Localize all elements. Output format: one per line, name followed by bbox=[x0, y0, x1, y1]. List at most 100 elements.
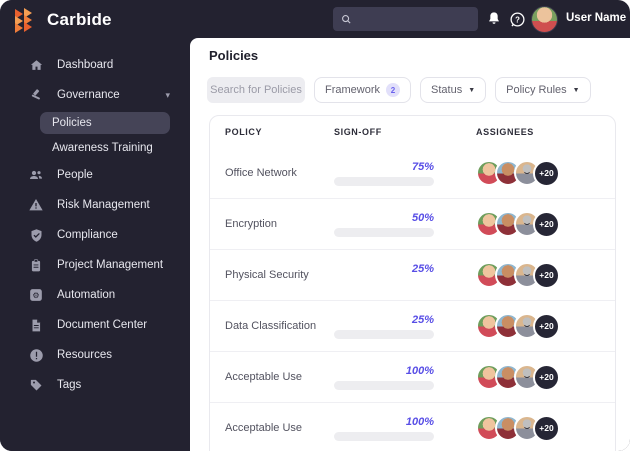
sidebar-item-label: Resources bbox=[57, 349, 112, 361]
table-row[interactable]: Acceptable Use 100% +20 bbox=[210, 351, 615, 402]
caret-down-icon: ▼ bbox=[572, 86, 580, 94]
sidebar-item-label: Automation bbox=[57, 289, 116, 301]
user-name: User Name bbox=[566, 12, 627, 24]
document-icon bbox=[28, 317, 44, 333]
table-row[interactable]: Office Network 75% +20 bbox=[210, 148, 615, 198]
carbide-logo-icon bbox=[15, 8, 39, 33]
signoff-percent: 25% bbox=[411, 262, 434, 275]
clipboard-icon bbox=[28, 257, 44, 273]
sidebar-item-people[interactable]: People bbox=[0, 160, 190, 190]
svg-text:⚙: ⚙ bbox=[32, 291, 39, 300]
table-header: POLICY SIGN-OFF ASSIGNEES bbox=[210, 116, 615, 148]
gavel-icon bbox=[28, 87, 44, 103]
home-icon bbox=[28, 57, 44, 73]
column-header-assignees: ASSIGNEES bbox=[476, 127, 534, 137]
sidebar-item-label: Governance bbox=[57, 89, 120, 101]
policy-name: Office Network bbox=[225, 167, 297, 179]
sidebar-item-label: Project Management bbox=[57, 259, 164, 271]
table-row[interactable]: Data Classification 25% +20 bbox=[210, 300, 615, 351]
sidebar-item-label: People bbox=[57, 169, 93, 181]
assignee-overflow-badge[interactable]: +20 bbox=[533, 210, 560, 238]
search-icon bbox=[341, 14, 352, 25]
sidebar-item-label: Dashboard bbox=[57, 59, 114, 71]
table-row[interactable]: Encryption 50% +20 bbox=[210, 198, 615, 249]
signoff-percent: 75% bbox=[411, 160, 434, 173]
sidebar-item-label: Compliance bbox=[57, 229, 118, 241]
policies-search-input[interactable]: Search for Policies bbox=[207, 77, 305, 103]
assignee-overflow-badge[interactable]: +20 bbox=[533, 312, 560, 340]
progress-bar bbox=[334, 176, 434, 186]
sidebar-item-governance[interactable]: Governance ▾ bbox=[0, 80, 190, 110]
sidebar-item-resources[interactable]: Resources bbox=[0, 340, 190, 370]
svg-text:?: ? bbox=[515, 15, 520, 24]
sidebar: Carbide Dashboard Governance ▾ Policies bbox=[0, 0, 190, 451]
signoff-cell: 25% bbox=[334, 314, 434, 339]
progress-bar bbox=[334, 227, 434, 237]
policy-name: Physical Security bbox=[225, 269, 309, 281]
page-title: Policies bbox=[209, 48, 259, 63]
sidebar-item-document-center[interactable]: Document Center bbox=[0, 310, 190, 340]
warning-triangle-icon bbox=[28, 197, 44, 213]
sidebar-item-tags[interactable]: Tags bbox=[0, 370, 190, 400]
global-search[interactable] bbox=[333, 7, 478, 31]
progress-bar bbox=[334, 329, 434, 339]
framework-filter-label: Framework bbox=[325, 84, 381, 96]
assignees-cell[interactable]: +20 bbox=[476, 414, 560, 442]
policy-rules-filter[interactable]: Policy Rules ▼ bbox=[495, 77, 591, 103]
sidebar-item-compliance[interactable]: Compliance bbox=[0, 220, 190, 250]
policies-table-card: POLICY SIGN-OFF ASSIGNEES Office Network… bbox=[209, 115, 616, 451]
assignees-cell[interactable]: +20 bbox=[476, 159, 560, 187]
sidebar-item-label: Tags bbox=[57, 379, 82, 391]
policy-name: Acceptable Use bbox=[225, 371, 303, 383]
sidebar-item-label: Awareness Training bbox=[52, 142, 153, 154]
brand-logo[interactable]: Carbide bbox=[0, 0, 190, 40]
assignee-overflow-badge[interactable]: +20 bbox=[533, 159, 560, 187]
progress-bar bbox=[334, 279, 434, 288]
exclamation-circle-icon bbox=[28, 347, 44, 363]
caret-down-icon: ▼ bbox=[468, 86, 476, 94]
notifications-button[interactable] bbox=[482, 7, 506, 31]
shield-check-icon bbox=[28, 227, 44, 243]
sidebar-item-policies[interactable]: Policies bbox=[40, 112, 170, 134]
sidebar-item-dashboard[interactable]: Dashboard bbox=[0, 50, 190, 80]
help-button[interactable]: ? bbox=[505, 7, 529, 31]
brand-name: Carbide bbox=[47, 10, 112, 29]
signoff-cell: 75% bbox=[334, 161, 434, 186]
sidebar-item-automation[interactable]: ⚙ Automation bbox=[0, 280, 190, 310]
policy-rules-filter-label: Policy Rules bbox=[506, 84, 567, 96]
column-header-signoff: SIGN-OFF bbox=[334, 127, 382, 137]
signoff-percent: 50% bbox=[411, 211, 434, 224]
topbar: ? User Name bbox=[190, 0, 630, 38]
assignee-overflow-badge[interactable]: +20 bbox=[533, 363, 560, 391]
status-filter-label: Status bbox=[431, 84, 463, 96]
global-search-input[interactable] bbox=[358, 12, 472, 26]
assignees-cell[interactable]: +20 bbox=[476, 261, 560, 289]
table-row[interactable]: Acceptable Use 100% +20 bbox=[210, 402, 615, 451]
sidebar-item-project-management[interactable]: Project Management bbox=[0, 250, 190, 280]
gear-icon: ⚙ bbox=[28, 287, 44, 303]
signoff-cell: 100% bbox=[334, 416, 434, 441]
tag-icon bbox=[28, 377, 44, 393]
signoff-percent: 25% bbox=[411, 313, 434, 326]
people-icon bbox=[28, 167, 44, 183]
filters-bar: Search for Policies Framework 2 Status ▼… bbox=[190, 63, 630, 103]
assignee-overflow-badge[interactable]: +20 bbox=[533, 261, 560, 289]
column-header-policy: POLICY bbox=[225, 127, 263, 137]
sidebar-item-label: Document Center bbox=[57, 319, 148, 331]
sidebar-item-risk-management[interactable]: Risk Management bbox=[0, 190, 190, 220]
policy-name: Acceptable Use bbox=[225, 422, 303, 434]
sidebar-item-awareness-training[interactable]: Awareness Training bbox=[0, 136, 190, 160]
assignees-cell[interactable]: +20 bbox=[476, 210, 560, 238]
user-avatar[interactable] bbox=[531, 6, 558, 33]
assignee-overflow-badge[interactable]: +20 bbox=[533, 414, 560, 442]
status-filter[interactable]: Status ▼ bbox=[420, 77, 487, 103]
signoff-cell: 100% bbox=[334, 365, 434, 390]
chevron-down-icon: ▾ bbox=[165, 89, 170, 100]
assignees-cell[interactable]: +20 bbox=[476, 363, 560, 391]
progress-bar bbox=[334, 431, 434, 441]
framework-filter[interactable]: Framework 2 bbox=[314, 77, 412, 103]
table-row[interactable]: Physical Security 25% +20 bbox=[210, 249, 615, 300]
assignees-cell[interactable]: +20 bbox=[476, 312, 560, 340]
help-icon: ? bbox=[509, 11, 526, 28]
